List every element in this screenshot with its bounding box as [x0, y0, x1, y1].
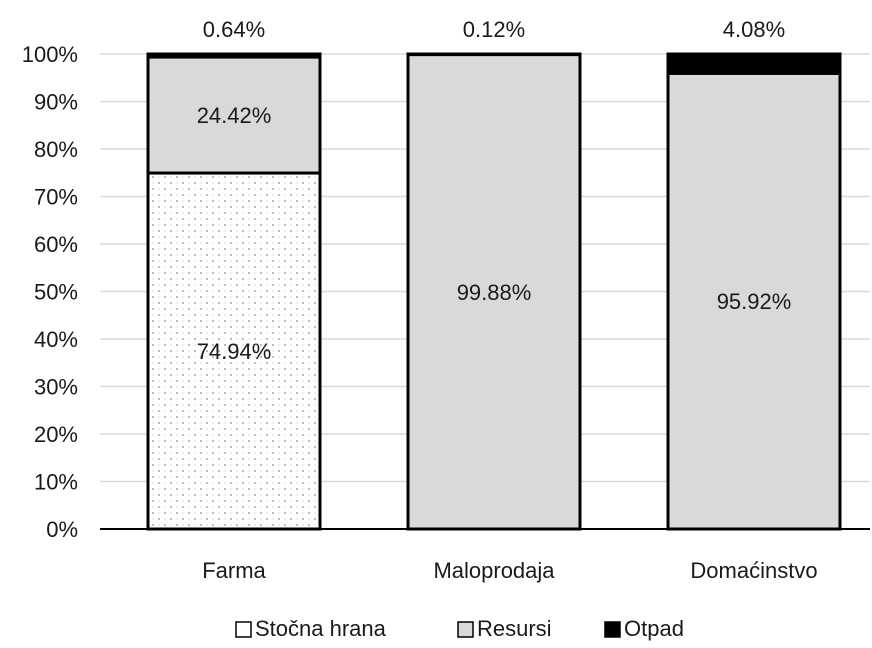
y-tick-label: 50% — [34, 280, 78, 305]
y-tick-label: 60% — [34, 232, 78, 257]
bar-segment-otpad — [666, 52, 842, 75]
legend: Stočna hrana Resursi Otpad — [235, 616, 684, 641]
y-tick-label: 20% — [34, 422, 78, 447]
y-tick-label: 0% — [46, 517, 78, 542]
y-axis-tick-labels: 0% 10% 20% 30% 40% 50% 60% 70% 80% 90% 100% — [22, 42, 78, 542]
x-tick-label: Farma — [202, 558, 266, 583]
legend-swatch — [235, 621, 252, 638]
bar-segment-otpad — [406, 52, 582, 57]
data-label-otpad: 0.12% — [463, 17, 525, 42]
y-tick-label: 30% — [34, 375, 78, 400]
legend-label: Stočna hrana — [255, 616, 387, 641]
legend-swatch — [604, 621, 621, 638]
legend-label: Otpad — [624, 616, 684, 641]
data-label-stocna-hrana: 74.94% — [197, 339, 272, 364]
data-label-resursi: 24.42% — [197, 103, 272, 128]
y-tick-label: 10% — [34, 470, 78, 495]
y-tick-label: 40% — [34, 327, 78, 352]
data-label-otpad: 4.08% — [723, 17, 785, 42]
y-tick-label: 100% — [22, 42, 78, 67]
data-label-otpad: 0.64% — [203, 17, 265, 42]
legend-label: Resursi — [477, 616, 552, 641]
legend-swatch — [457, 621, 474, 638]
data-label-resursi: 95.92% — [717, 289, 792, 314]
y-tick-label: 90% — [34, 90, 78, 115]
x-tick-label: Domaćinstvo — [690, 558, 817, 583]
data-label-resursi: 99.88% — [457, 280, 532, 305]
data-labels: 0.64% 24.42% 74.94% 0.12% 99.88% 4.08% 95.92% — [197, 17, 792, 364]
bar-segment-resursi — [146, 55, 322, 175]
x-tick-label: Maloprodaja — [433, 558, 555, 583]
y-tick-label: 80% — [34, 137, 78, 162]
bar-segment-otpad — [146, 52, 322, 59]
y-tick-label: 70% — [34, 185, 78, 210]
x-axis-tick-labels: Farma Maloprodaja Domaćinstvo — [202, 558, 817, 583]
bars — [146, 52, 842, 531]
